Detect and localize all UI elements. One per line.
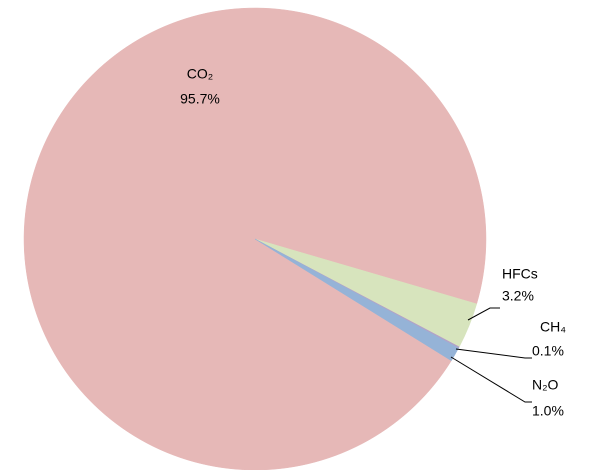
slice-label: CH₄ <box>540 319 566 335</box>
slice-value: 0.1% <box>532 343 564 359</box>
leader-line <box>455 348 532 359</box>
leader-line <box>467 307 500 321</box>
slice-label: HFCs <box>502 266 538 282</box>
slice-value: 95.7% <box>180 91 220 107</box>
pie-slice <box>254 238 459 362</box>
slice-value: 1.0% <box>532 403 564 419</box>
slice-value: 3.2% <box>502 288 534 304</box>
slice-label: CO₂ <box>187 66 213 82</box>
leader-lines <box>450 307 532 403</box>
slice-label: N₂O <box>532 377 559 393</box>
leader-line <box>450 356 532 403</box>
